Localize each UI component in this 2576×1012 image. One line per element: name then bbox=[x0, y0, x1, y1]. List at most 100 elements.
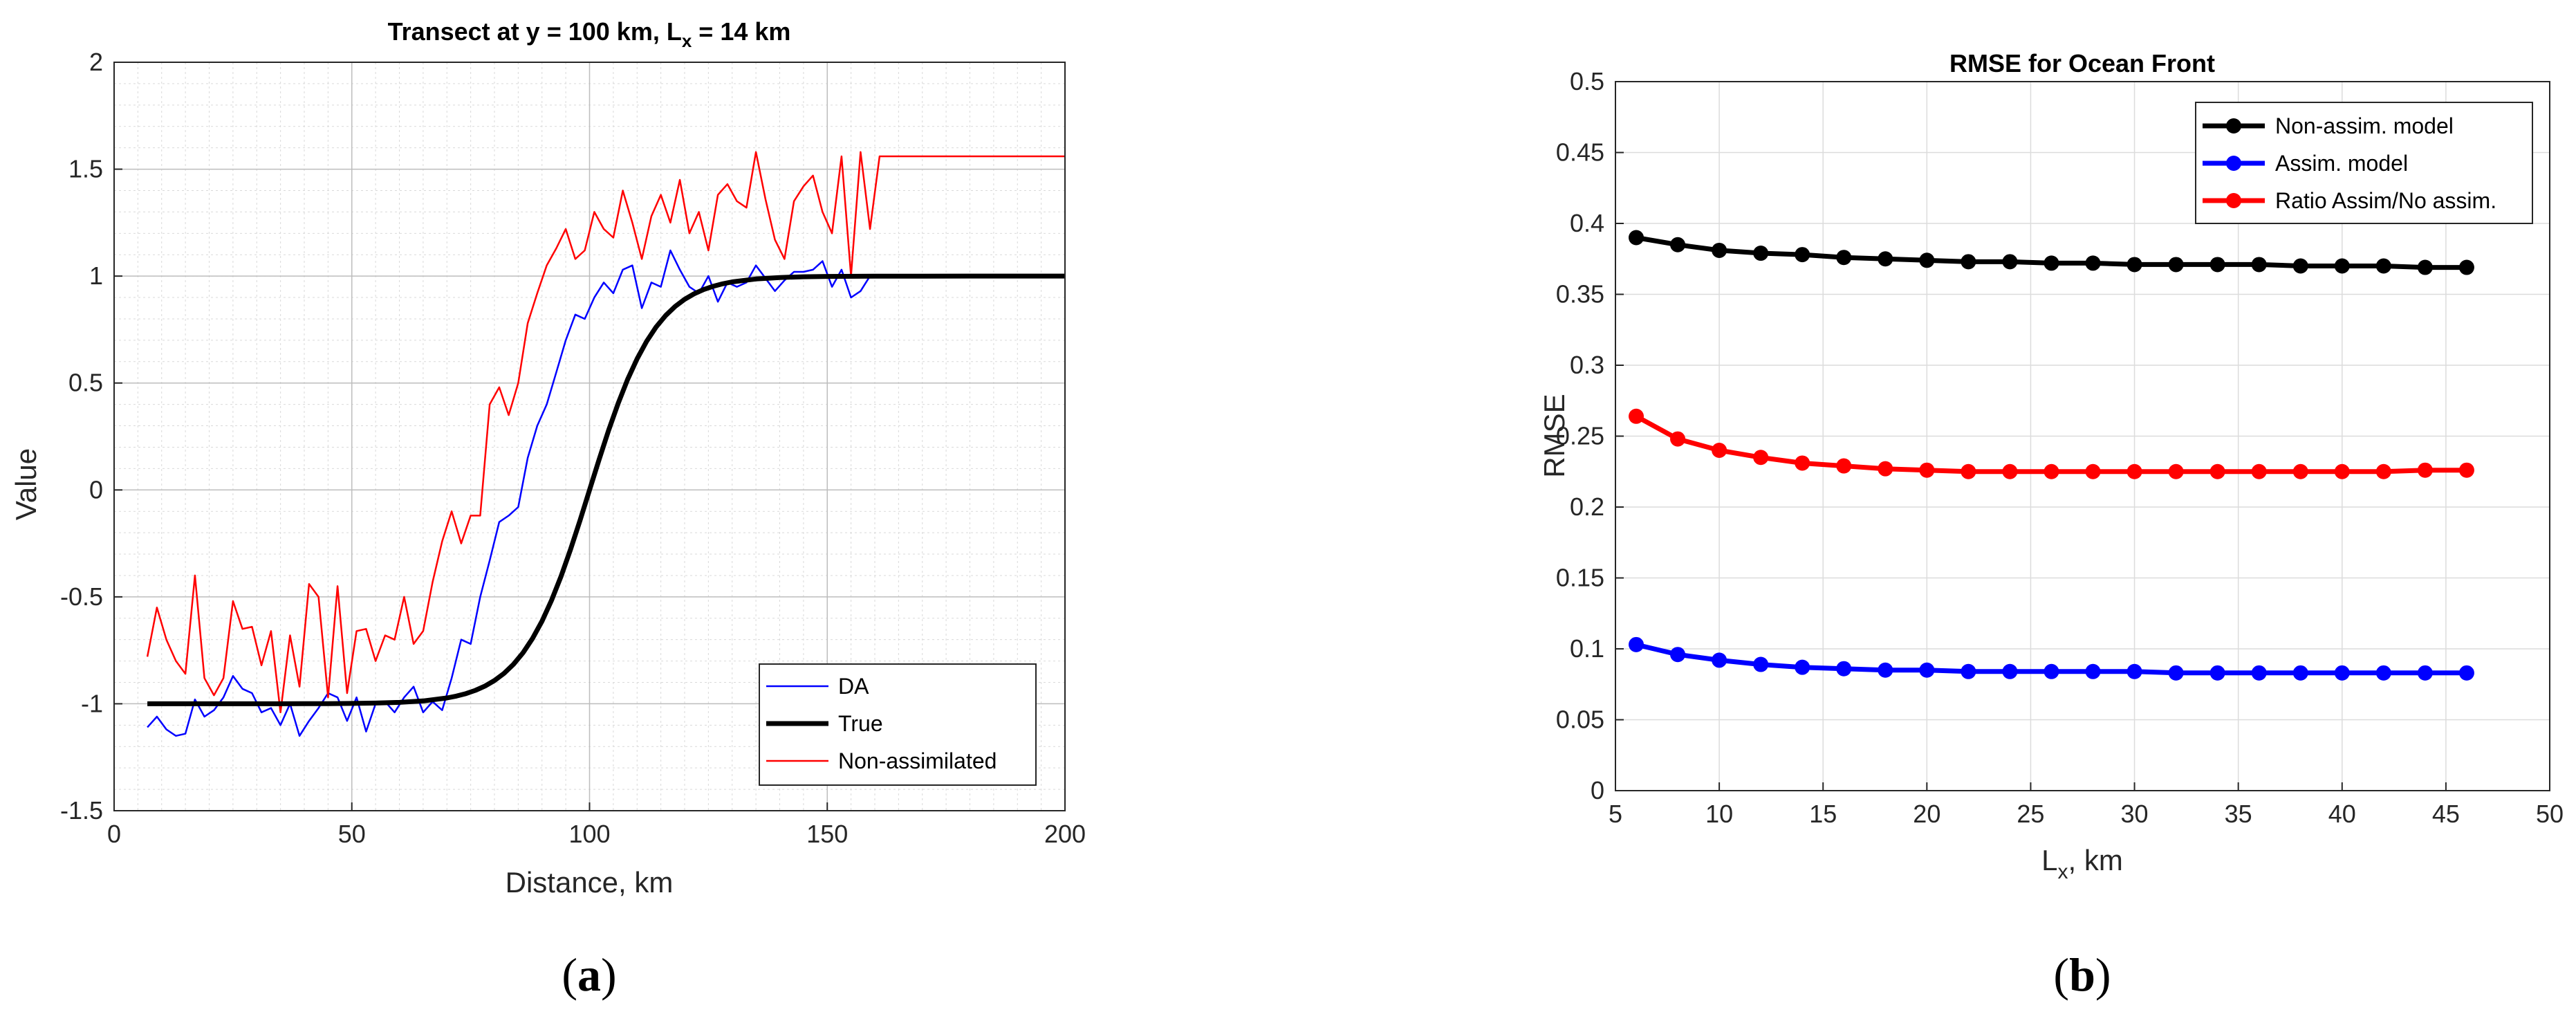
y-tick-label: 0.35 bbox=[1556, 280, 1604, 309]
chart-b-legend: Non-assim. model Assim. model Ratio Assi… bbox=[2195, 102, 2533, 224]
series-point-assim-model bbox=[1712, 652, 1727, 668]
series-point-ratio-assim-no-assim bbox=[2251, 463, 2267, 479]
series-point-ratio-assim-no-assim bbox=[2002, 463, 2018, 479]
chart-b-ylabel: RMSE bbox=[1538, 394, 1570, 477]
chart-a-series bbox=[146, 151, 1065, 737]
x-tick-label: 50 bbox=[2536, 800, 2564, 828]
series-point-ratio-assim-no-assim bbox=[2168, 463, 2184, 479]
x-tick-label: 5 bbox=[1609, 800, 1622, 828]
series-point-ratio-assim-no-assim bbox=[1712, 443, 1727, 458]
y-tick-label: 0.15 bbox=[1556, 564, 1604, 592]
y-tick-label: 0.05 bbox=[1556, 706, 1604, 734]
chart-a-xlabel: Distance, km bbox=[506, 866, 674, 899]
y-tick-label: 0 bbox=[89, 475, 103, 504]
series-point-non-assim-model bbox=[1919, 252, 1935, 268]
chart-a-tick-labels: 0 50 100 150 200 -1.5 -1 -0.5 0 0.5 1 1.5 2 bbox=[60, 48, 1086, 848]
legend-marker-ratio bbox=[2226, 193, 2241, 208]
series-point-assim-model bbox=[2085, 663, 2101, 679]
legend-label-ratio: Ratio Assim/No assim. bbox=[2275, 188, 2496, 213]
legend-marker-non-assim bbox=[2226, 118, 2241, 134]
chart-b-title: RMSE for Ocean Front bbox=[1949, 49, 2215, 77]
x-tick-label: 45 bbox=[2432, 800, 2460, 828]
x-tick-label: 20 bbox=[1913, 800, 1940, 828]
series-point-ratio-assim-no-assim bbox=[2334, 463, 2350, 479]
series-point-non-assim-model bbox=[1836, 250, 1852, 266]
series-point-assim-model bbox=[1670, 647, 1686, 663]
y-tick-label: 2 bbox=[89, 48, 103, 76]
y-tick-label: 0.4 bbox=[1570, 209, 1604, 237]
y-tick-label: 0.3 bbox=[1570, 351, 1604, 379]
x-tick-label: 0 bbox=[107, 820, 121, 848]
series-point-assim-model bbox=[1795, 659, 1810, 675]
legend-marker-assim bbox=[2226, 156, 2241, 171]
series-point-assim-model bbox=[2251, 665, 2267, 681]
y-tick-label: 0.5 bbox=[68, 369, 103, 397]
x-tick-label: 15 bbox=[1809, 800, 1837, 828]
series-point-ratio-assim-no-assim bbox=[2209, 463, 2225, 479]
series-point-assim-model bbox=[1961, 663, 1976, 679]
x-tick-label: 150 bbox=[806, 820, 848, 848]
series-point-non-assim-model bbox=[2168, 257, 2184, 273]
panel-label-b: (b) bbox=[2053, 948, 2111, 1001]
series-point-non-assim-model bbox=[1753, 246, 1769, 261]
y-tick-label: 0.45 bbox=[1556, 138, 1604, 167]
x-tick-label: 40 bbox=[2328, 800, 2356, 828]
y-tick-label: 0.5 bbox=[1570, 67, 1604, 95]
series-point-ratio-assim-no-assim bbox=[1878, 461, 1893, 477]
series-point-non-assim-model bbox=[2002, 254, 2018, 270]
series-point-ratio-assim-no-assim bbox=[2417, 462, 2433, 478]
legend-label-da: DA bbox=[838, 674, 869, 699]
series-point-non-assim-model bbox=[2126, 257, 2142, 273]
chart-b-xlabel: Lx, km bbox=[2041, 844, 2123, 883]
x-tick-label: 50 bbox=[338, 820, 366, 848]
series-point-ratio-assim-no-assim bbox=[1629, 408, 1644, 424]
chart-a-title: Transect at y = 100 km, Lx = 14 km bbox=[388, 17, 791, 51]
series-point-assim-model bbox=[1629, 636, 1644, 652]
series-point-assim-model bbox=[2292, 665, 2308, 681]
series-point-assim-model bbox=[2044, 663, 2059, 679]
series-point-non-assim-model bbox=[1629, 230, 1644, 246]
series-line-true bbox=[147, 273, 1065, 706]
series-point-non-assim-model bbox=[2085, 255, 2101, 271]
series-point-assim-model bbox=[2002, 663, 2018, 679]
chart-a-legend: DA True Non-assimilated bbox=[759, 663, 1037, 786]
series-point-assim-model bbox=[2375, 665, 2391, 681]
series-point-assim-model bbox=[1836, 661, 1852, 677]
series-point-assim-model bbox=[2458, 665, 2474, 681]
y-tick-label: -0.5 bbox=[60, 582, 103, 611]
series-point-non-assim-model bbox=[1670, 237, 1686, 252]
series-point-non-assim-model bbox=[2334, 258, 2350, 274]
series-point-non-assim-model bbox=[2251, 257, 2267, 273]
series-point-assim-model bbox=[2209, 665, 2225, 681]
series-point-assim-model bbox=[1753, 656, 1769, 672]
y-tick-label: 0 bbox=[1591, 776, 1604, 804]
series-point-ratio-assim-no-assim bbox=[1919, 462, 1935, 478]
chart-a-ylabel: Value bbox=[10, 448, 42, 520]
series-point-ratio-assim-no-assim bbox=[1753, 450, 1769, 466]
y-tick-label: 0.1 bbox=[1570, 634, 1604, 663]
y-tick-label: 0.25 bbox=[1556, 422, 1604, 450]
series-line-non-assimilated bbox=[146, 151, 1065, 714]
series-point-ratio-assim-no-assim bbox=[2044, 463, 2059, 479]
series-point-non-assim-model bbox=[2044, 255, 2059, 271]
series-point-ratio-assim-no-assim bbox=[2458, 462, 2474, 478]
series-point-non-assim-model bbox=[1712, 242, 1727, 258]
y-tick-label: 1 bbox=[89, 261, 103, 290]
legend-label-non-assim: Non-assim. model bbox=[2275, 113, 2454, 138]
x-tick-label: 30 bbox=[2121, 800, 2149, 828]
series-point-non-assim-model bbox=[2209, 257, 2225, 273]
chart-b: 5 10 15 20 25 30 35 40 45 50 0 0.05 0.1 0.15 0.2 0.25 0.… bbox=[1538, 49, 2564, 883]
series-point-non-assim-model bbox=[2458, 259, 2474, 275]
x-tick-label: 35 bbox=[2225, 800, 2252, 828]
series-point-assim-model bbox=[2334, 665, 2350, 681]
x-tick-label: 10 bbox=[1705, 800, 1733, 828]
y-tick-label: -1 bbox=[81, 689, 103, 717]
series-point-non-assim-model bbox=[2375, 258, 2391, 274]
series-point-ratio-assim-no-assim bbox=[1836, 458, 1852, 474]
series-point-ratio-assim-no-assim bbox=[2375, 463, 2391, 479]
chart-b-tick-labels: 5 10 15 20 25 30 35 40 45 50 0 0.05 0.1 0.15 0.2 0.25 0.… bbox=[1556, 67, 2564, 828]
series-point-ratio-assim-no-assim bbox=[2126, 463, 2142, 479]
series-point-ratio-assim-no-assim bbox=[2085, 463, 2101, 479]
chart-a: 0 50 100 150 200 -1.5 -1 -0.5 0 0.5 1 1.5 2 Transect… bbox=[10, 17, 1086, 899]
